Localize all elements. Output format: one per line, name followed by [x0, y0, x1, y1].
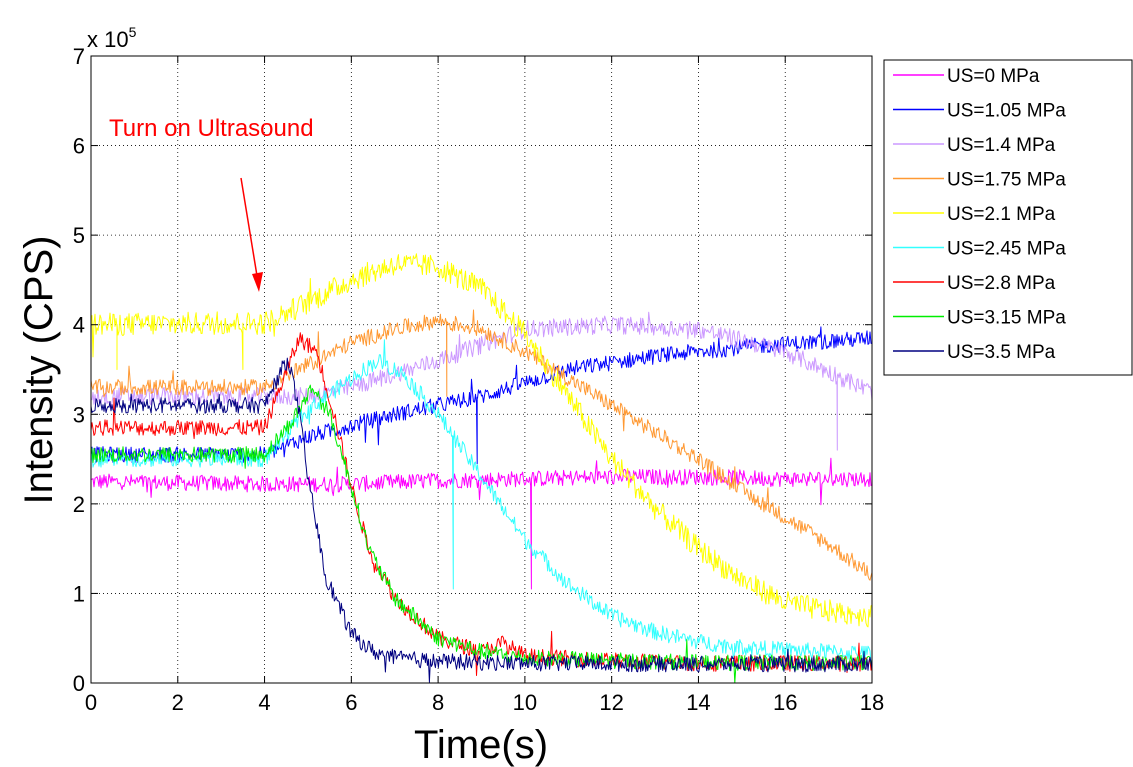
y-multiplier: x 105 [87, 24, 137, 52]
x-tick-label: 0 [85, 690, 97, 715]
y-tick-label: 5 [73, 223, 85, 248]
y-tick-label: 2 [73, 492, 85, 517]
annotation-arrow-head [252, 272, 263, 292]
grid [91, 56, 872, 683]
y-tick-labels: 0 1 2 3 4 5 6 7 [73, 44, 85, 696]
series-line-us-2-1-mpa [90, 253, 873, 628]
legend-label-us-1-4-mpa: US=1.4 MPa [947, 135, 1056, 156]
legend-label-us-1-05-mpa: US=1.05 MPa [947, 101, 1066, 122]
x-tick-label: 2 [172, 690, 184, 715]
series-line-us-2-45-mpa [90, 339, 873, 664]
y-tick-label: 0 [73, 671, 85, 696]
x-tick-label: 10 [513, 690, 537, 715]
x-tick-label: 4 [258, 690, 270, 715]
x-tick-label: 12 [599, 690, 623, 715]
y-tick-label: 3 [73, 402, 85, 427]
plot-frame [90, 55, 873, 684]
x-tick-label: 8 [432, 690, 444, 715]
x-tick-label: 14 [686, 690, 710, 715]
legend-label-us-1-75-mpa: US=1.75 MPa [947, 170, 1066, 191]
y-tick-label: 4 [73, 313, 85, 338]
legend-box [883, 59, 1133, 376]
y-tick-label: 7 [73, 44, 85, 69]
y-tick-label: 1 [73, 581, 85, 606]
x-axis-title: Time(s) [414, 723, 548, 767]
annotation-arrow [240, 177, 260, 289]
legend-label-us-3-5-mpa: US=3.5 MPa [947, 342, 1056, 363]
x-tick-label: 6 [345, 690, 357, 715]
legend-label-us-2-45-mpa: US=2.45 MPa [947, 239, 1066, 260]
series-line-us-3-5-mpa [90, 357, 873, 683]
x-tick-label: 16 [773, 690, 797, 715]
legend-label-us-0-mpa: US=0 MPa [947, 66, 1040, 87]
legend-label-us-2-8-mpa: US=2.8 MPa [947, 273, 1056, 294]
x-tick-labels: 0 2 4 6 8 10 12 14 16 18 [85, 690, 884, 715]
series-line-us-1-75-mpa [90, 309, 873, 581]
series-line-us-3-15-mpa [90, 384, 873, 684]
series-line-us-0-mpa [90, 457, 873, 590]
y-tick-label: 6 [73, 134, 85, 159]
y-axis-title: Intensity (CPS) [17, 236, 61, 505]
x-tick-label: 18 [860, 690, 884, 715]
annotation-text: Turn on Ultrasound [109, 115, 314, 142]
legend-label-us-3-15-mpa: US=3.15 MPa [947, 308, 1066, 329]
legend: US=0 MPa US=1.05 MPa US=1.4 MPa US=1.75 MPa… [883, 59, 1133, 376]
tick-marks [90, 55, 873, 684]
series-lines [90, 253, 873, 684]
annotation: Turn on Ultrasound [109, 115, 314, 292]
legend-label-us-2-1-mpa: US=2.1 MPa [947, 204, 1056, 225]
